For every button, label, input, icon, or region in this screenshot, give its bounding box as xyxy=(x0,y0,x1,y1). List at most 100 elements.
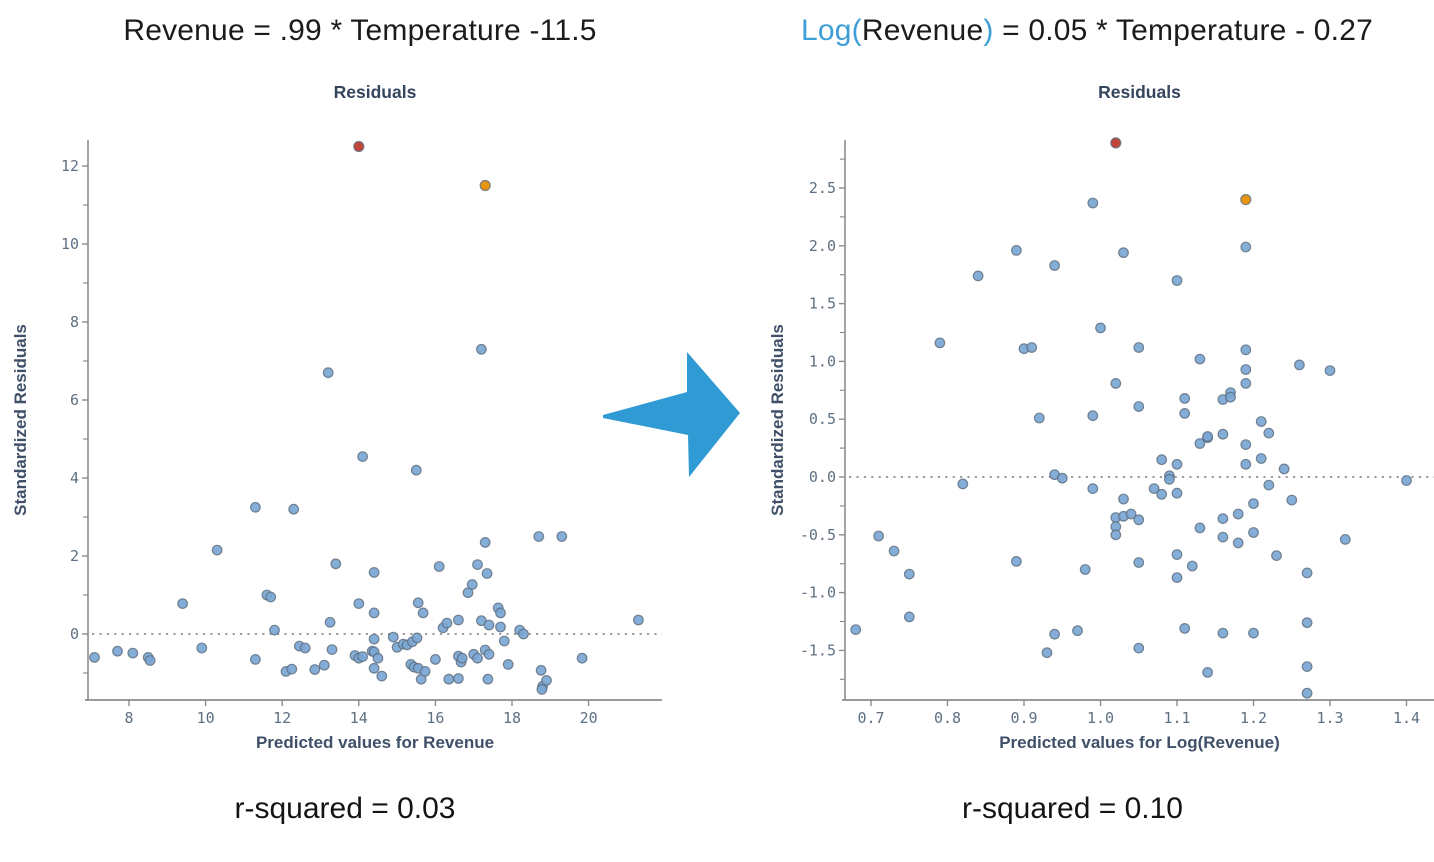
data-point xyxy=(1263,479,1275,491)
x-tick-label: 0.9 xyxy=(1010,709,1037,727)
data-point xyxy=(112,645,123,657)
x-tick-label: 1.1 xyxy=(1163,709,1190,727)
data-point xyxy=(1301,567,1313,579)
orange-outlier xyxy=(1240,194,1252,206)
data-point xyxy=(873,530,884,542)
data-point xyxy=(1248,527,1259,538)
y-tick-label: 12 xyxy=(61,157,79,175)
data-point xyxy=(265,591,277,603)
data-point xyxy=(1293,359,1305,371)
data-point xyxy=(481,568,493,579)
x-tick-label: 14 xyxy=(350,709,368,727)
y-tick-label: 0 xyxy=(70,625,79,643)
right-residual-plot: -1.5 -1.0 -0.5 0.0 0.5 1.0 1.5 2.0 2.5 0.7 0.8 0.9 1… xyxy=(800,137,1434,727)
data-point xyxy=(536,684,548,695)
data-point xyxy=(196,642,208,654)
data-point xyxy=(462,587,474,599)
data-point xyxy=(1339,534,1351,545)
data-point xyxy=(309,664,321,675)
log-open-text: Log( xyxy=(800,14,862,47)
data-point xyxy=(322,367,334,379)
data-point xyxy=(1194,438,1206,449)
data-point xyxy=(433,561,445,572)
data-point xyxy=(1133,642,1145,654)
y-tick-label: 4 xyxy=(70,469,79,487)
data-point xyxy=(1156,454,1168,466)
x-tick-label: 1.3 xyxy=(1316,709,1343,727)
y-tick-label: 8 xyxy=(70,313,79,331)
data-point xyxy=(1401,475,1412,486)
data-point xyxy=(1171,572,1183,583)
data-point xyxy=(1110,378,1122,389)
data-point xyxy=(1194,522,1206,534)
data-point xyxy=(1324,365,1336,377)
data-point xyxy=(372,652,384,664)
data-point xyxy=(535,664,547,676)
data-point xyxy=(1232,537,1244,549)
data-point xyxy=(1133,342,1145,353)
data-point xyxy=(1240,458,1252,470)
data-point xyxy=(1202,667,1213,678)
data-point xyxy=(1255,416,1267,427)
data-point xyxy=(1163,473,1175,485)
data-point xyxy=(410,464,422,476)
data-point xyxy=(495,607,506,619)
data-point xyxy=(1202,431,1213,442)
left-equation: Revenue = .99 * Temperature -11.5 xyxy=(123,14,597,47)
equation-rest-text: = 0.05 * Temperature - 0.27 xyxy=(993,14,1373,47)
x-tick-label: 16 xyxy=(426,709,444,727)
data-point xyxy=(1171,275,1183,286)
data-point xyxy=(1125,508,1137,520)
x-tick-label: 1.0 xyxy=(1087,709,1114,727)
data-point xyxy=(456,652,468,664)
data-point xyxy=(357,451,369,463)
y-tick-label: 2.5 xyxy=(809,179,836,197)
data-point xyxy=(1286,494,1298,506)
data-point xyxy=(376,670,388,682)
x-tick-label: 18 xyxy=(503,709,521,727)
data-point xyxy=(1133,514,1145,526)
data-point xyxy=(1041,647,1053,659)
data-point xyxy=(1049,628,1060,640)
y-tick-label: 0.5 xyxy=(809,410,836,428)
x-tick-label: 12 xyxy=(273,709,291,727)
data-point xyxy=(1171,549,1183,560)
data-point xyxy=(368,607,380,619)
data-point xyxy=(576,652,588,664)
data-point xyxy=(249,501,261,513)
data-point xyxy=(286,663,298,675)
orange-outlier xyxy=(479,179,491,192)
data-point xyxy=(476,343,487,355)
data-point xyxy=(1133,557,1145,568)
right-r-squared: r-squared = 0.10 xyxy=(962,792,1183,825)
data-point xyxy=(1248,627,1259,639)
data-point xyxy=(1087,197,1099,209)
data-point xyxy=(1271,550,1282,561)
data-point xyxy=(1049,260,1060,271)
data-point xyxy=(1194,353,1206,365)
data-point xyxy=(556,531,568,542)
x-tick-label: 0.8 xyxy=(934,709,961,727)
data-point xyxy=(1240,241,1252,253)
data-point xyxy=(357,651,369,662)
data-point xyxy=(482,673,494,685)
data-point xyxy=(1179,408,1191,419)
data-point xyxy=(1179,393,1191,404)
left-r-squared: r-squared = 0.03 xyxy=(234,792,456,825)
y-tick-label: -0.5 xyxy=(800,526,836,544)
data-point xyxy=(1248,498,1259,510)
data-point xyxy=(417,607,429,619)
data-point xyxy=(387,631,399,643)
y-tick-label: 1.5 xyxy=(809,295,836,313)
data-point xyxy=(299,642,311,654)
data-point xyxy=(453,614,464,626)
data-point xyxy=(1072,625,1083,637)
data-point xyxy=(1171,458,1183,470)
data-point xyxy=(1263,427,1275,439)
y-tick-label: 2.0 xyxy=(809,237,836,255)
red-outlier xyxy=(353,140,365,153)
data-point xyxy=(1225,391,1236,403)
data-point xyxy=(1011,244,1022,256)
